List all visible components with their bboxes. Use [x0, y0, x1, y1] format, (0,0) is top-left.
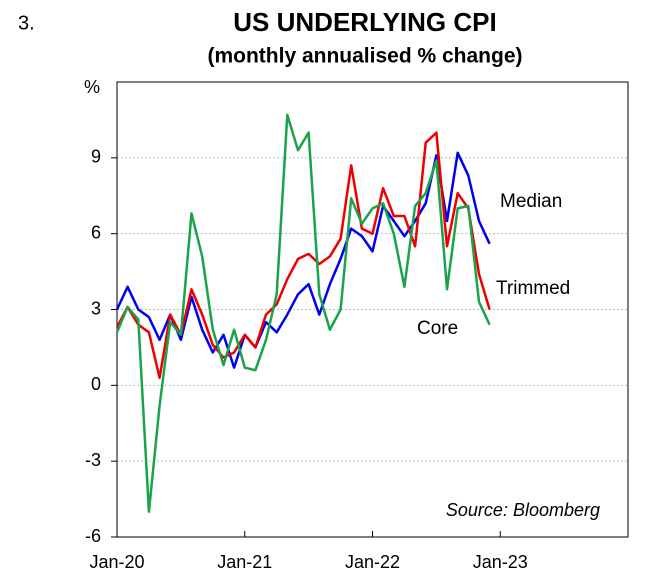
y-tick-label: 3 [91, 298, 101, 318]
chart-subtitle: (monthly annualised % change) [207, 45, 522, 68]
chart-title: US UNDERLYING CPI [233, 7, 496, 37]
series-label: Trimmed [496, 278, 570, 299]
y-tick-label: 9 [91, 147, 101, 167]
series-label: Median [500, 191, 562, 212]
source-note: Source: Bloomberg [446, 500, 600, 520]
x-tick-label: Jan-20 [89, 552, 144, 572]
y-tick-label: 6 [91, 222, 101, 242]
series-line [115, 113, 491, 513]
figure-label: 3. [18, 12, 35, 34]
y-tick-label: 0 [91, 374, 101, 394]
y-tick-label: -6 [85, 526, 101, 546]
y-axis-label: % [84, 77, 100, 97]
x-tick-label: Jan-22 [345, 552, 400, 572]
x-tick-label: Jan-23 [473, 552, 528, 572]
series-label: Core [417, 318, 458, 339]
y-tick-label: -3 [85, 450, 101, 470]
series-line [115, 151, 491, 369]
x-tick-label: Jan-21 [217, 552, 272, 572]
